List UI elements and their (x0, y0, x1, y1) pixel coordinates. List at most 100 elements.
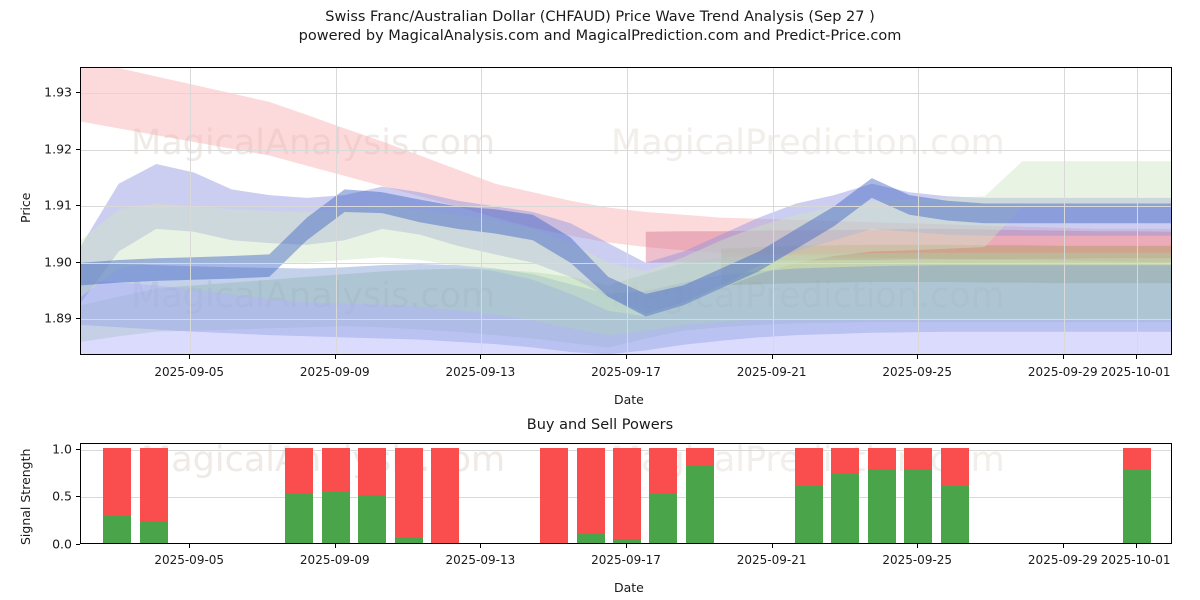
buy-power-segment (867, 468, 896, 543)
price-gridline (81, 93, 1171, 95)
signal-bar[interactable] (431, 447, 459, 543)
sell-power-segment (795, 447, 823, 486)
signal-y-axis-label: Signal Strength (18, 448, 33, 545)
x-tick-label: 2025-09-09 (299, 365, 370, 379)
sell-power-segment (867, 447, 896, 469)
price-x-axis-label: Date (614, 392, 644, 407)
sell-power-segment (613, 447, 641, 540)
signal-bar[interactable] (795, 447, 823, 543)
signal-bar[interactable] (139, 447, 168, 543)
signal-bar[interactable] (394, 447, 423, 543)
wave-band (81, 161, 1171, 317)
signal-bar[interactable] (576, 447, 605, 543)
price-plot-area: MagicalAnalysis.com MagicalPrediction.co… (80, 67, 1172, 355)
x-tick-label: 2025-09-13 (445, 553, 516, 567)
x-tick-mark (626, 355, 627, 359)
vertical-gridline (772, 68, 774, 354)
buy-power-segment (394, 538, 423, 543)
price-gridline (81, 262, 1171, 264)
signal-y-tick-mark (76, 448, 80, 450)
wave-band (81, 68, 1171, 263)
signal-y-tick-mark (76, 544, 80, 545)
sell-power-segment (321, 447, 350, 492)
buy-power-segment (103, 516, 132, 543)
x-tick-label: 2025-09-29 (1027, 365, 1098, 379)
title-line-2: powered by MagicalAnalysis.com and Magic… (298, 28, 902, 44)
sell-power-segment (649, 447, 678, 493)
x-tick-label: 2025-09-05 (154, 553, 225, 567)
signal-bar[interactable] (831, 447, 860, 543)
buy-sell-plot-area: MagicalAnalysis.com MagicalPrediction.co… (80, 443, 1172, 544)
x-tick-mark (1135, 355, 1137, 359)
vertical-gridline (190, 68, 192, 354)
signal-x-axis-label: Date (614, 580, 644, 595)
buy-power-segment (940, 485, 969, 543)
x-tick-mark (1062, 544, 1064, 548)
signal-bar[interactable] (904, 447, 933, 543)
wave-band (81, 279, 1171, 354)
signal-bar[interactable] (540, 447, 569, 543)
x-tick-mark (334, 544, 336, 548)
price-wave-panel: 1.89 1.90 1.91 1.92 1.93 Price MagicalAnalys… (0, 55, 1200, 410)
signal-bar[interactable] (613, 447, 641, 543)
sell-power-segment (394, 447, 423, 539)
signal-y-tick-label: 0.0 (52, 536, 72, 552)
title-line-1: Swiss Franc/Australian Dollar (CHFAUD) P… (325, 9, 875, 25)
vertical-gridline (1063, 68, 1065, 354)
signal-bar[interactable] (103, 447, 132, 543)
x-tick-label: 2025-10-01 (1100, 365, 1171, 379)
price-y-tick-label: 1.93 (44, 84, 72, 100)
price-gridline (81, 149, 1171, 151)
vertical-gridline (627, 68, 628, 354)
buy-power-segment (685, 464, 714, 543)
signal-bar[interactable] (867, 447, 896, 543)
sell-power-segment (940, 447, 969, 486)
buy-power-segment (139, 521, 168, 543)
x-tick-label: 2025-09-09 (299, 553, 370, 567)
wave-band (645, 228, 1171, 263)
sell-power-segment (540, 447, 569, 543)
buy-power-segment (831, 474, 860, 543)
sell-power-segment (1122, 447, 1151, 470)
signal-bar[interactable] (940, 447, 969, 543)
x-tick-mark (480, 544, 482, 548)
signal-bar[interactable] (649, 447, 678, 543)
vertical-gridline (918, 68, 920, 354)
signal-bar[interactable] (321, 447, 350, 543)
signal-y-tick-label: 0.5 (52, 488, 72, 504)
x-tick-mark (771, 355, 773, 359)
signal-bar[interactable] (285, 447, 314, 543)
vertical-gridline (1136, 68, 1138, 354)
x-tick-mark (189, 355, 191, 359)
signal-bar[interactable] (358, 447, 387, 543)
wave-band (81, 262, 1171, 354)
x-tick-label: 2025-09-21 (736, 365, 807, 379)
price-wave-bands (81, 68, 1171, 354)
wave-band (721, 244, 1171, 286)
price-y-axis-label: Price (18, 192, 33, 224)
page-title: Swiss Franc/Australian Dollar (CHFAUD) P… (0, 8, 1200, 46)
buy-power-segment (613, 539, 641, 543)
signal-bar[interactable] (685, 447, 714, 543)
price-gridline (81, 206, 1171, 208)
bar-series (81, 444, 1171, 543)
signal-bar[interactable] (1122, 447, 1151, 543)
x-tick-mark (1135, 544, 1137, 548)
x-tick-label: 2025-09-25 (882, 365, 953, 379)
price-y-tick-mark (76, 261, 80, 263)
x-tick-mark (626, 544, 627, 548)
wave-band (81, 164, 1171, 314)
x-tick-label: 2025-09-17 (591, 365, 661, 379)
buy-sell-panel: 0.0 0.5 1.0 Signal Strength MagicalAnalysi… (0, 437, 1200, 600)
x-tick-mark (480, 355, 482, 359)
x-tick-label: 2025-10-01 (1100, 553, 1171, 567)
sell-power-segment (685, 447, 714, 465)
x-tick-mark (334, 355, 336, 359)
x-tick-label: 2025-09-25 (882, 553, 953, 567)
buy-power-segment (904, 468, 933, 543)
price-y-tick-mark (76, 148, 80, 150)
signal-y-tick-mark (76, 496, 80, 498)
price-y-tick-mark (76, 318, 80, 320)
sell-power-segment (103, 447, 132, 517)
price-y-tick-label: 1.90 (44, 254, 72, 270)
